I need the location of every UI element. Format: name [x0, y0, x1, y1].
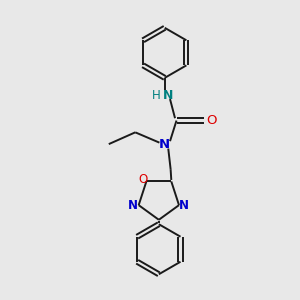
Text: O: O [207, 114, 217, 127]
Text: N: N [163, 89, 173, 102]
Text: N: N [159, 138, 170, 151]
Text: N: N [128, 199, 138, 212]
Text: H: H [152, 89, 161, 102]
Text: O: O [138, 173, 148, 187]
Text: N: N [179, 199, 189, 212]
